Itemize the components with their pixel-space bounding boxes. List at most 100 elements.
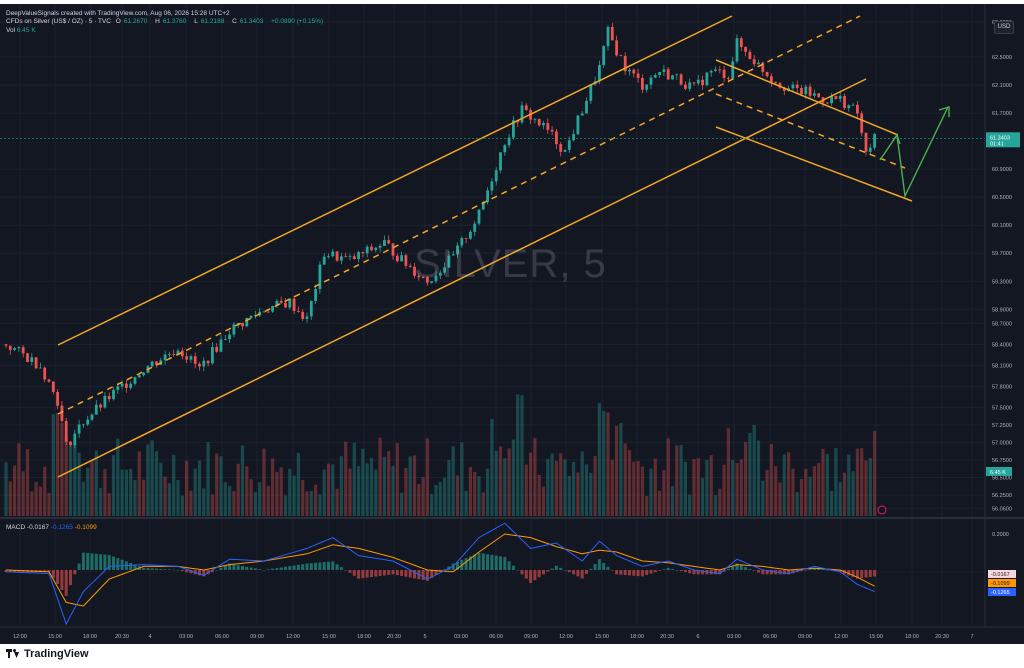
volume-bar: [344, 441, 348, 516]
macd-histogram-bar: [43, 570, 47, 573]
candle-body: [499, 152, 502, 171]
candle-body: [279, 300, 283, 303]
macd-histogram-bar: [490, 554, 494, 570]
chart-svg[interactable]: 63.000062.500062.100061.700060.900060.50…: [0, 4, 1024, 644]
volume-bar: [662, 470, 666, 516]
macd-histogram-bar: [456, 561, 459, 570]
volume-bar: [563, 459, 567, 516]
candle-body: [39, 367, 42, 369]
candle-body: [718, 69, 722, 71]
candle-body: [120, 383, 124, 387]
volume-bar: [90, 459, 94, 516]
macd-histogram-bar: [374, 570, 378, 577]
time-tick-label: 15:00: [595, 634, 609, 640]
last-price-badge-bg: [986, 132, 1020, 148]
candle-body: [856, 104, 859, 114]
volume-bar: [821, 448, 825, 516]
volume-bar: [283, 495, 288, 516]
macd-histogram-bar: [868, 570, 872, 578]
price-tick-label: 58.1000: [992, 363, 1012, 369]
candle-body: [739, 38, 743, 47]
volume-bar: [369, 457, 374, 516]
time-tick-label: 06:00: [489, 634, 503, 640]
volume-bar: [301, 479, 305, 516]
macd-histogram-bar: [602, 562, 606, 570]
candle-body: [322, 256, 326, 265]
candle-body: [271, 305, 274, 312]
candle-body: [292, 298, 296, 311]
volume-bar: [378, 437, 382, 516]
candle-body: [851, 104, 855, 106]
chart-canvas[interactable]: 63.000062.500062.100061.700060.900060.50…: [0, 4, 1024, 644]
macd-histogram-bar: [559, 567, 563, 570]
macd-histogram-bar: [855, 570, 859, 579]
volume-bar: [782, 454, 786, 516]
volume-bar: [460, 442, 464, 516]
candle-body: [546, 123, 550, 130]
volume-bar: [180, 495, 184, 516]
macd-histogram-bar: [344, 570, 348, 571]
volume-bar: [447, 460, 451, 516]
volume-bar: [107, 493, 111, 516]
symbol-name[interactable]: CFDs on Silver (US$ / OZ) · 5 · TVC: [6, 18, 111, 25]
volume-bar: [589, 472, 593, 516]
macd-histogram-bar: [606, 566, 610, 570]
macd-histogram-bar: [683, 570, 687, 573]
signal-value-badge-bg: [988, 579, 1016, 587]
volume-bar: [473, 471, 477, 516]
candle-body: [21, 347, 25, 354]
tradingview-logo[interactable]: TradingView: [6, 648, 89, 660]
volume-bar: [709, 455, 713, 516]
volume-bar: [189, 490, 193, 516]
macd-legend[interactable]: MACD -0.0167 -0.1265 -0.1099: [6, 524, 97, 531]
volume-bar: [679, 445, 683, 516]
candle-body: [537, 118, 541, 126]
macd-histogram-bar: [610, 570, 614, 571]
candle-body: [327, 256, 330, 257]
tradingview-wordmark: TradingView: [24, 648, 89, 660]
macd-histogram-bar: [215, 570, 219, 571]
volume-bar: [507, 448, 511, 516]
candle-body: [142, 372, 145, 376]
candle-body: [460, 238, 464, 246]
macd-histogram-bar: [636, 570, 640, 577]
candle-body: [30, 357, 34, 363]
volume-bar: [382, 456, 386, 516]
macd-histogram-bar: [107, 554, 111, 570]
candle-body: [774, 82, 778, 84]
volume-bar: [232, 491, 236, 516]
volume-bar: [202, 488, 206, 516]
volume-bar: [120, 469, 124, 516]
candle-body: [352, 256, 356, 259]
macd-histogram-bar: [507, 561, 511, 570]
volume-bar: [576, 472, 580, 516]
macd-histogram-bar: [533, 570, 537, 581]
volume-bar: [593, 456, 597, 516]
macd-histogram-bar: [159, 568, 163, 570]
macd-histogram-bar: [279, 567, 283, 570]
macd-histogram-bar: [64, 570, 68, 596]
volume-bar: [47, 492, 51, 516]
candle-body: [585, 100, 588, 114]
volume-bar: [266, 486, 270, 516]
candle-body: [125, 383, 128, 388]
candle-body: [180, 350, 184, 357]
volume-bar: [554, 460, 558, 516]
candle-body: [761, 62, 765, 72]
currency-button[interactable]: USD: [994, 21, 1014, 34]
macd-histogram-bar: [391, 570, 395, 575]
macd-histogram-bar: [129, 562, 133, 570]
macd-histogram-bar: [13, 570, 17, 573]
candle-body: [666, 69, 670, 80]
candle-body: [34, 357, 38, 369]
candle-body: [112, 389, 115, 400]
volume-bar: [176, 479, 180, 516]
macd-histogram-bar: [761, 570, 765, 575]
macd-histogram-bar: [404, 570, 408, 577]
symbol-legend[interactable]: CFDs on Silver (US$ / OZ) · 5 · TVC O 61.…: [6, 18, 326, 25]
macd-histogram-bar: [499, 556, 502, 570]
volume-bar: [116, 438, 120, 516]
volume-legend[interactable]: Vol 6.45 K: [6, 27, 36, 34]
candle-body: [559, 144, 563, 152]
volume-bar: [705, 460, 709, 516]
